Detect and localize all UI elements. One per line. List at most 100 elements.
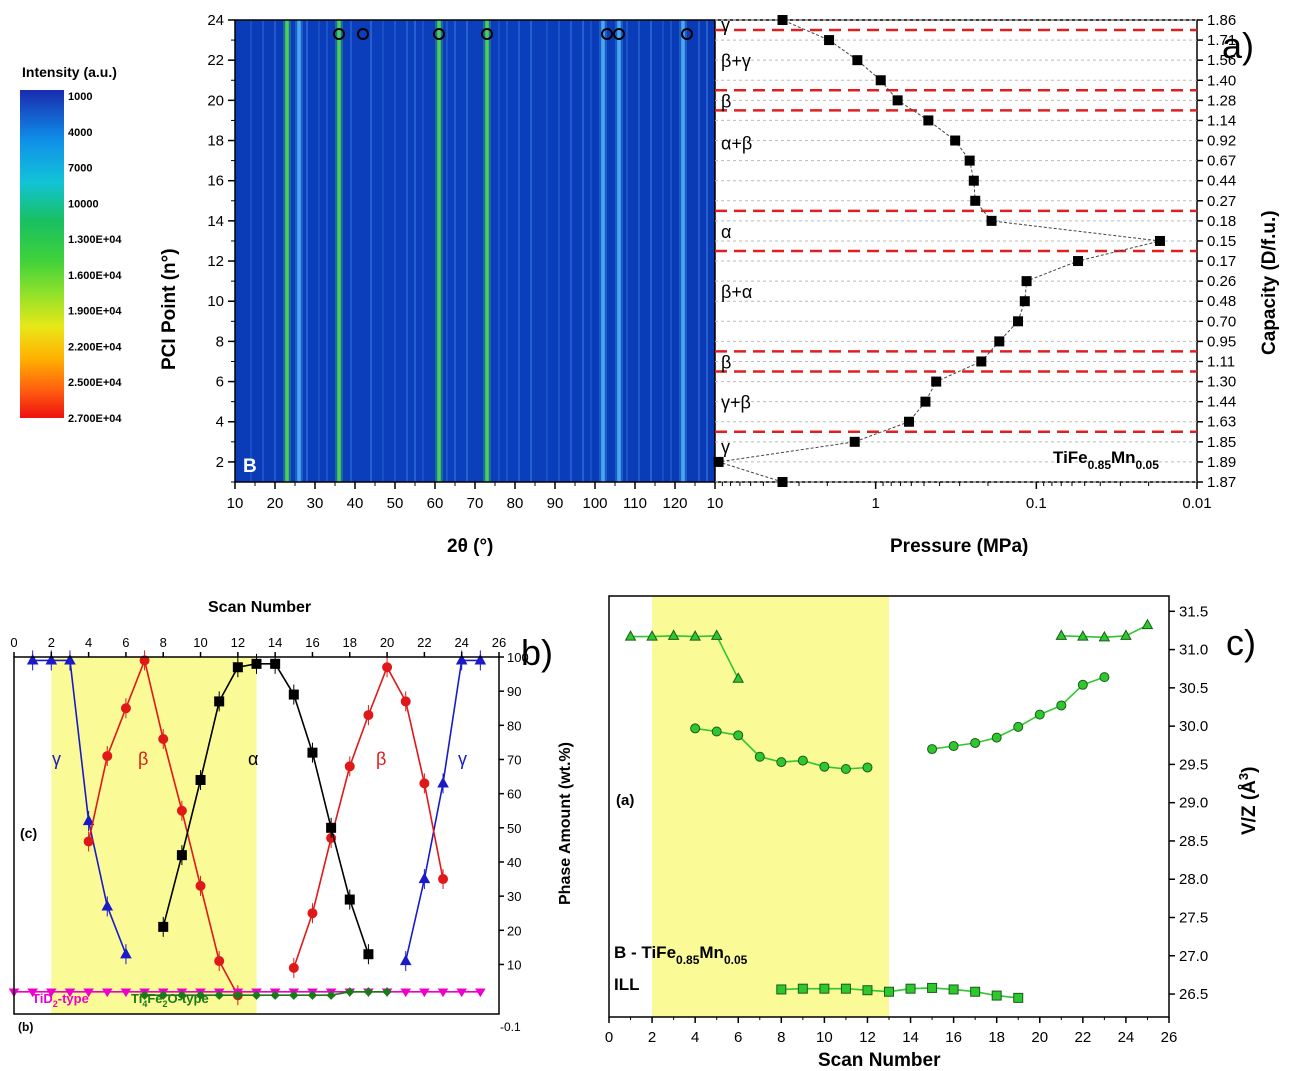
volume-point xyxy=(733,730,744,741)
panel-a-label: a) xyxy=(1222,25,1254,66)
pci-point xyxy=(824,35,835,46)
pci-point xyxy=(892,95,903,106)
phase-y-tick-label: 10 xyxy=(507,957,521,972)
phase-ti4fe2o-label: Ti4Fe2O-type xyxy=(131,991,209,1009)
phase-point xyxy=(399,954,412,966)
heatmap-panel: B 10 20 30 40 50 60 70 80 90 100 110 120 10246810121… xyxy=(159,12,723,557)
phase-point xyxy=(177,990,187,1000)
heatmap-x-tick-label: 30 xyxy=(307,495,324,512)
pci-capacity-label: 1.87 xyxy=(1207,474,1236,491)
pci-y-label: Capacity (D/f.u.) xyxy=(1259,210,1280,355)
heatmap-x-tick-label: 50 xyxy=(387,495,404,512)
volume-point xyxy=(732,672,745,683)
pci-phase-label: α xyxy=(721,222,731,242)
pci-point xyxy=(1073,256,1084,267)
volume-y-tick-label: 30.0 xyxy=(1179,718,1208,735)
heatmap-line-halo xyxy=(679,20,687,482)
heatmap-line-halo xyxy=(615,20,623,482)
volume-x-tick-label: 14 xyxy=(902,1029,919,1046)
phase-point xyxy=(158,990,168,1000)
pci-point xyxy=(976,356,987,367)
volume-point xyxy=(689,630,701,641)
phase-point xyxy=(176,850,187,861)
volume-x-tick-label: 6 xyxy=(734,1029,742,1046)
heatmap-line-halo xyxy=(295,20,303,482)
pci-point xyxy=(986,215,997,226)
phase-point xyxy=(382,662,393,673)
phase-point xyxy=(270,658,281,669)
heatmap-y-tick-label: 10 xyxy=(207,293,224,310)
pci-point xyxy=(777,15,788,25)
volume-point xyxy=(711,726,722,737)
phase-series-line xyxy=(404,659,481,962)
phase-point xyxy=(120,947,132,959)
volume-x-tick-label: 26 xyxy=(1161,1029,1178,1046)
heatmap-faint-line xyxy=(422,20,424,482)
volume-point xyxy=(1013,992,1024,1003)
heatmap-strong-line xyxy=(485,20,489,482)
heatmap-faint-line xyxy=(382,20,384,482)
heatmap-faint-line xyxy=(406,20,408,482)
volume-point xyxy=(991,732,1002,743)
heatmap-strong-line xyxy=(297,20,301,482)
colorbar-tick-label: 10000 xyxy=(68,198,99,210)
volume-x-tick-label: 18 xyxy=(988,1029,1005,1046)
heatmap-y-tick-label: 20 xyxy=(207,92,224,109)
heatmap-faint-line xyxy=(698,20,700,482)
phase-x-tick-label: 26 xyxy=(492,635,506,650)
phase-series-label: γ xyxy=(52,749,61,769)
volume-x-tick-label: 24 xyxy=(1118,1029,1135,1046)
phase-x-tick-label: 10 xyxy=(193,635,207,650)
colorbar-tick-label: 7000 xyxy=(68,163,92,175)
volume-instrument-label: ILL xyxy=(614,975,640,994)
phase-point xyxy=(437,776,449,788)
phase-point xyxy=(27,988,38,998)
phase-point xyxy=(344,761,355,772)
phase-series-label: γ xyxy=(458,749,467,769)
heatmap-faint-line xyxy=(262,20,264,482)
volume-point xyxy=(1077,630,1089,641)
pci-points xyxy=(713,15,1165,487)
pci-capacity-label: 0.67 xyxy=(1207,153,1236,170)
volume-point xyxy=(991,990,1002,1001)
heatmap-circle-marker xyxy=(681,28,693,40)
heatmap-x-tick-label: 120 xyxy=(662,495,687,512)
heatmap-faint-line xyxy=(626,20,628,482)
pci-phase-label: γ+β xyxy=(721,393,751,413)
volume-point xyxy=(905,983,916,994)
heatmap-x-tick-label: 110 xyxy=(623,495,647,512)
pci-capacity-label: 0.95 xyxy=(1207,333,1236,350)
pci-point xyxy=(852,55,863,66)
phase-y-tick-label: 70 xyxy=(507,752,521,767)
heatmap-faint-line xyxy=(370,20,372,482)
pci-capacity-label: 1.44 xyxy=(1207,394,1236,411)
volume-point xyxy=(646,630,658,641)
heatmap-y-tick-label: 6 xyxy=(216,374,224,391)
heatmap-strong-line xyxy=(681,20,685,482)
phase-point xyxy=(233,990,243,1000)
colorbar-title: Intensity (a.u.) xyxy=(22,64,117,80)
volume-y-tick-label: 28.0 xyxy=(1179,871,1208,888)
phase-y-label: Phase Amount (wt.%) xyxy=(557,742,574,905)
volume-point xyxy=(970,986,981,997)
volume-panel: 0 2 4 6 8 10 12 14 16 18 20 22 24 2626.527.027.528.02… xyxy=(605,595,1260,1071)
pci-point xyxy=(920,396,931,407)
heatmap-y-tick-label: 2 xyxy=(216,454,224,471)
pci-point xyxy=(713,456,724,467)
colorbar: Intensity (a.u.) 1000 4000 7000 10000 1.300E… xyxy=(20,64,122,425)
volume-x-tick-label: 10 xyxy=(816,1029,833,1046)
heatmap-y-tick-label: 4 xyxy=(216,414,224,431)
phase-point xyxy=(326,822,337,833)
pci-capacity-label: 0.48 xyxy=(1207,293,1236,310)
phase-point xyxy=(289,990,299,1000)
heatmap-y-label: PCI Point (n°) xyxy=(159,248,180,370)
volume-y-tick-label: 31.0 xyxy=(1179,642,1208,659)
pci-capacity-label: 1.11 xyxy=(1207,353,1235,370)
volume-x-tick-label: 4 xyxy=(691,1029,699,1046)
volume-sample-label: B - TiFe0.85Mn0.05 xyxy=(614,943,748,967)
heatmap-faint-line xyxy=(650,20,652,482)
volume-point xyxy=(797,983,808,994)
pci-x-label: Pressure (MPa) xyxy=(890,536,1028,557)
phase-y-tick-label: 90 xyxy=(507,684,521,699)
volume-inner-label: (a) xyxy=(616,792,634,809)
